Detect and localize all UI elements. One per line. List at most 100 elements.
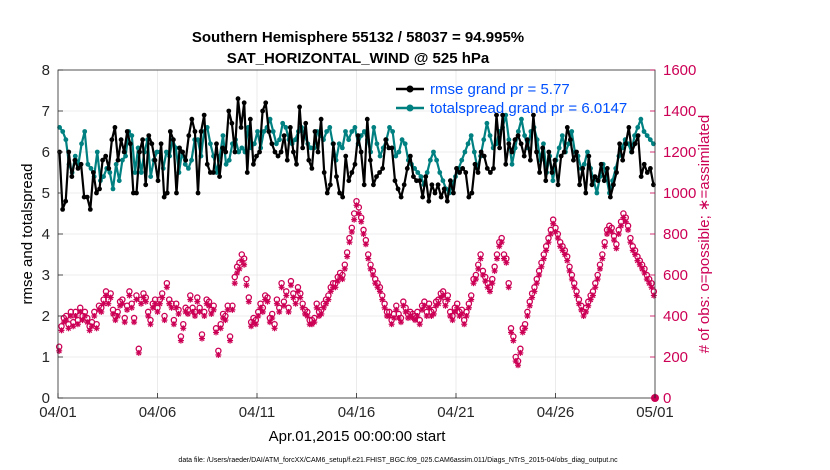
totalspread-point (251, 141, 257, 147)
obs-assimilated-marker (650, 292, 657, 299)
obs-assimilated-marker (613, 245, 620, 252)
obs-assimilated-marker (449, 317, 456, 324)
obs-assimilated-marker (170, 321, 177, 328)
rmse-point (561, 149, 567, 155)
rmse-point (90, 170, 96, 175)
rmse-point (69, 174, 75, 180)
totalspread-point (349, 129, 355, 134)
right-tick-label: 1400 (663, 103, 696, 120)
rmse-point (238, 125, 244, 130)
obs-assimilated-marker (177, 337, 184, 344)
rmse-point (407, 153, 413, 159)
rmse-point (192, 129, 198, 134)
rmse-point (223, 149, 229, 155)
obs-assimilated-marker (533, 280, 540, 287)
left-tick-label: 7 (42, 103, 50, 120)
right-tick-label: 200 (663, 349, 688, 366)
obs-assimilated-marker (142, 298, 149, 305)
obs-assimilated-marker (463, 313, 470, 319)
totalspread-point (292, 137, 298, 143)
obs-assimilated-marker (187, 296, 194, 303)
totalspread-point (60, 129, 66, 134)
rmse-point (204, 161, 210, 167)
rmse-point (143, 182, 149, 188)
x-tick-label: 05/01 (636, 404, 674, 421)
right-tick-label: 1000 (663, 185, 696, 202)
rmse-point (149, 141, 155, 147)
rmse-point (460, 166, 466, 171)
obs-assimilated-marker (634, 257, 641, 264)
rmse-point (278, 149, 284, 155)
totalspread-point (236, 149, 242, 155)
obs-assimilated-marker (227, 337, 234, 344)
obs-assimilated-marker (503, 259, 510, 266)
totalspread-point (280, 120, 286, 126)
rmse-point (100, 157, 106, 163)
obs-assimilated-marker (536, 272, 543, 278)
obs-assimilated-marker (166, 300, 173, 307)
obs-assimilated-marker (264, 298, 271, 305)
totalspread-point (88, 166, 94, 171)
obs-assimilated-marker (93, 325, 100, 332)
rmse-point (620, 157, 626, 163)
totalspread-point (120, 157, 125, 163)
totalspread-point (324, 129, 330, 134)
obs-assimilated-marker (311, 319, 318, 326)
obs-assimilated-marker (538, 263, 545, 270)
obs-assimilated-marker (454, 304, 461, 311)
rmse-point (617, 141, 623, 147)
obs-assimilated-marker (386, 313, 393, 319)
rmse-point (583, 190, 589, 196)
totalspread-point (63, 137, 69, 143)
obs-assimilated-marker (189, 308, 196, 315)
obs-assimilated-marker (135, 349, 142, 356)
rmse-point (371, 182, 376, 188)
totalspread-point (644, 133, 650, 139)
obs-assimilated-marker (159, 294, 166, 301)
rmse-point (140, 137, 146, 143)
obs-assimilated-marker (430, 310, 437, 317)
totalspread-point (85, 161, 91, 167)
totalspread-point (207, 141, 213, 147)
rmse-point (629, 149, 635, 155)
rmse-point (235, 96, 241, 102)
obs-assimilated-marker (395, 315, 402, 322)
totalspread-point (559, 133, 565, 139)
obs-assimilated-marker (524, 313, 531, 319)
rmse-point (647, 166, 653, 171)
rmse-point (586, 153, 592, 159)
totalspread-point (550, 178, 556, 184)
obs-assimilated-marker (374, 284, 381, 291)
rmse-point (466, 194, 472, 200)
obs-assimilated-marker (419, 306, 426, 313)
chart-title: Southern Hemisphere 55132 / 58037 = 94.9… (192, 29, 524, 46)
obs-assimilated-marker (327, 288, 334, 295)
right-tick-label: 400 (663, 308, 688, 325)
totalspread-point (387, 125, 392, 130)
obs-assimilated-marker (210, 306, 217, 313)
rmse-point (340, 194, 346, 200)
obs-assimilated-marker (86, 327, 93, 334)
obs-assimilated-marker (643, 276, 650, 283)
rmse-point (257, 149, 262, 155)
obs-assimilated-marker (98, 308, 105, 315)
left-tick-label: 6 (42, 144, 50, 161)
obs-assimilated-marker (604, 231, 611, 237)
totalspread-point (261, 129, 267, 134)
obs-assimilated-marker (112, 317, 119, 324)
left-tick-label: 8 (42, 62, 50, 79)
totalspread-point (522, 133, 528, 139)
rmse-point (309, 166, 315, 171)
rmse-point (134, 190, 139, 196)
rmse-point (518, 141, 524, 147)
obs-assimilated-marker (88, 323, 95, 330)
totalspread-point (440, 178, 446, 184)
obs-assimilated-marker (273, 300, 280, 307)
obs-assimilated-marker (412, 317, 419, 324)
obs-assimilated-marker (72, 313, 79, 319)
obs-assimilated-marker (320, 304, 327, 311)
rmse-point (577, 182, 583, 188)
obs-assimilated-marker (627, 239, 634, 246)
obs-assimilated-marker (372, 280, 379, 287)
rmse-point (478, 149, 484, 155)
